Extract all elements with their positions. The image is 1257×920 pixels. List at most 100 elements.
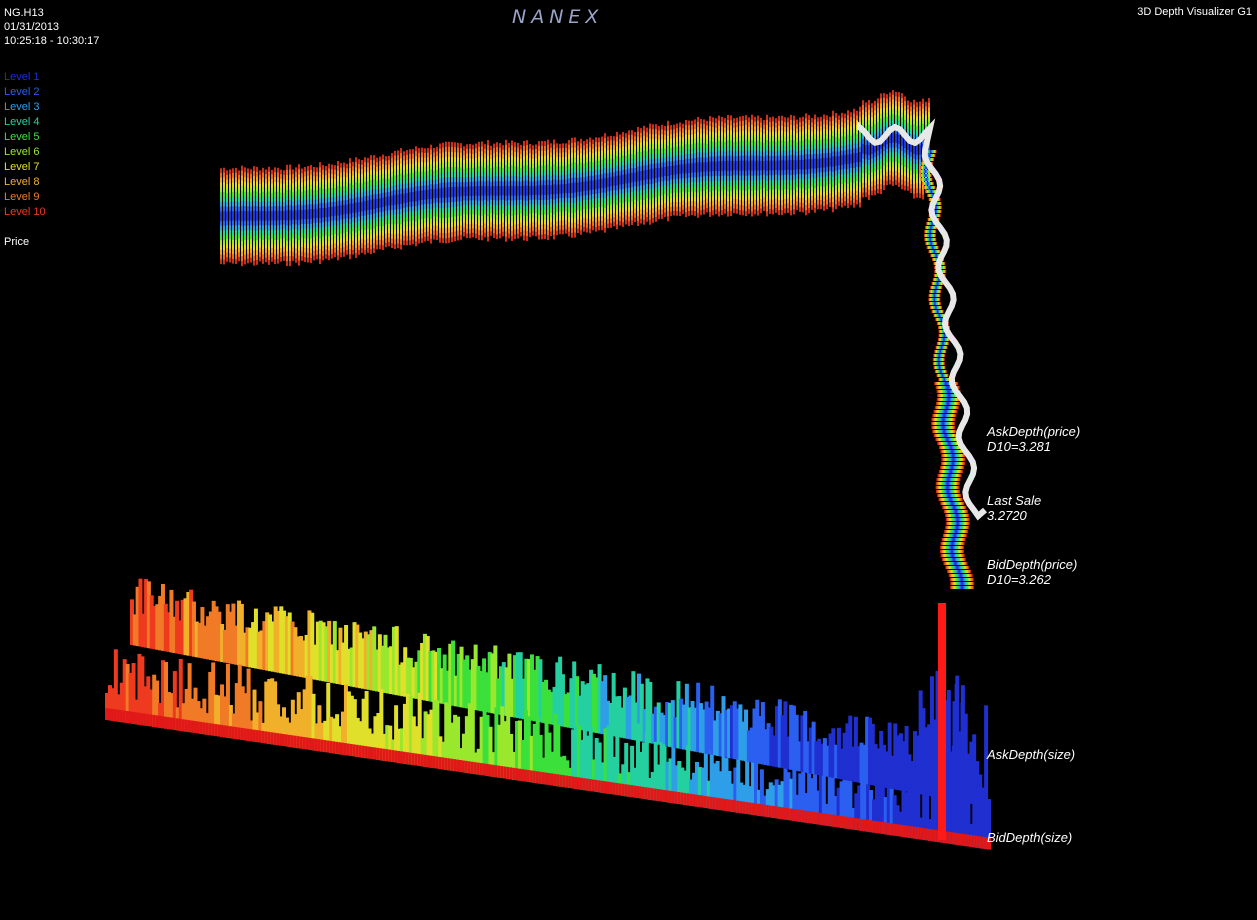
ask-size-bar: [377, 634, 382, 692]
bid-size-bar: [116, 694, 121, 722]
bid-size-bar: [889, 769, 894, 836]
price-band-col: [595, 179, 597, 190]
size-base-cell: [662, 789, 667, 802]
bid-size-bar: [736, 744, 741, 813]
price-band-col: [283, 211, 285, 221]
bid-size-bar: [842, 762, 847, 829]
bid-size-bar: [839, 781, 844, 828]
bid-size-bar: [895, 805, 900, 837]
ask-size-bar: [741, 721, 746, 761]
bid-size-bar: [547, 732, 552, 785]
size-base-cell: [957, 833, 962, 846]
size-base-cell: [335, 741, 340, 754]
ask-size-bar: [344, 624, 349, 686]
ask-size-bar: [358, 632, 363, 689]
size-base-cell: [783, 807, 788, 820]
price-drop-cell: [938, 362, 940, 365]
bid-price-annotation: BidDepth(price) D10=3.262: [987, 557, 1077, 587]
ask-size-bar: [203, 625, 208, 659]
size-base-cell: [408, 752, 413, 765]
price-band-col: [712, 161, 714, 172]
size-base-cell: [624, 784, 629, 797]
last-sale-line: [857, 118, 987, 521]
bid-size-bar: [326, 682, 331, 753]
ask-size-bar: [738, 704, 743, 761]
bid-size-bar: [523, 710, 528, 782]
size-base-cell: [149, 714, 154, 727]
legend-item-level-1: Level 1: [4, 71, 40, 83]
bid-size-bar: [833, 795, 838, 828]
size-base-cell: [391, 750, 396, 763]
price-band-col: [865, 145, 867, 155]
price-band-col: [619, 175, 621, 185]
price-band-col: [526, 185, 528, 196]
bid-size-bar: [110, 688, 115, 721]
price-band-col: [265, 211, 267, 221]
price-band-col: [538, 185, 540, 196]
bid-size-bar: [813, 762, 817, 824]
ask-size-bar: [648, 681, 653, 744]
size-base-cell: [523, 769, 528, 782]
bid-size-bar: [234, 683, 239, 740]
size-base-cell: [574, 776, 579, 789]
ask-size-bar: [901, 741, 906, 792]
size-base-cell: [541, 772, 546, 785]
bid-size-bar: [845, 760, 850, 829]
price-drop-cell: [951, 502, 954, 505]
size-base-cell: [429, 755, 434, 768]
price-band-col: [706, 162, 708, 172]
size-base-cell: [987, 837, 992, 850]
price-band-col: [799, 159, 801, 170]
ask-size-bar: [234, 625, 239, 665]
price-band-col: [754, 160, 756, 171]
price-band-col: [898, 134, 900, 145]
ask-size-bar: [606, 700, 611, 736]
ask-size-bar: [214, 606, 219, 661]
price-band-col: [292, 210, 294, 220]
bid-size-bar: [299, 709, 304, 749]
size-base-cell: [792, 808, 797, 821]
size-base-cell: [140, 713, 145, 726]
size-base-cell: [718, 798, 723, 811]
price-drop-cell: [956, 526, 959, 529]
price-band-col: [751, 160, 753, 171]
ask-size-bar: [707, 707, 712, 755]
ask-size-bar: [586, 683, 591, 732]
ask-size-bar: [667, 702, 672, 747]
price-band-col: [262, 211, 264, 221]
ask-size-bar: [417, 650, 422, 700]
price-band-col: [370, 199, 372, 210]
bid-size-bar: [119, 682, 124, 723]
size-base-cell: [202, 722, 207, 735]
bid-size-bar: [987, 799, 992, 850]
bid-size-bar: [178, 658, 183, 731]
size-base-cell: [577, 777, 581, 790]
bid-size-bar: [674, 765, 679, 804]
price-band-col: [259, 211, 261, 221]
ask-size-bar: [820, 743, 825, 776]
bid-size-bar: [273, 681, 278, 745]
ask-size-bar: [524, 658, 529, 720]
ask-size-bar: [169, 589, 174, 653]
price-band-col: [640, 171, 642, 181]
price-drop-cell: [943, 414, 946, 417]
price-drop-cell: [928, 154, 931, 157]
ask-size-bar: [158, 595, 163, 651]
size-base-cell: [768, 805, 773, 818]
size-base-cell: [981, 836, 986, 849]
ask-size-bar: [836, 727, 841, 779]
bid-size-bar: [922, 794, 927, 841]
size-base-cell: [836, 815, 841, 828]
size-base-cell: [730, 799, 735, 812]
bid-size-bar: [338, 726, 343, 755]
size-base-cell: [801, 810, 806, 823]
size-base-cell: [290, 735, 295, 748]
ask-size-bar: [806, 741, 810, 773]
bid-size-bar: [287, 722, 292, 747]
price-drop-cell: [942, 426, 945, 429]
size-base-cell: [933, 829, 938, 842]
size-base-cell: [299, 736, 304, 749]
bid-size-bar: [361, 698, 366, 758]
ask-size-bar: [893, 723, 898, 790]
size-base-cell: [877, 821, 882, 834]
